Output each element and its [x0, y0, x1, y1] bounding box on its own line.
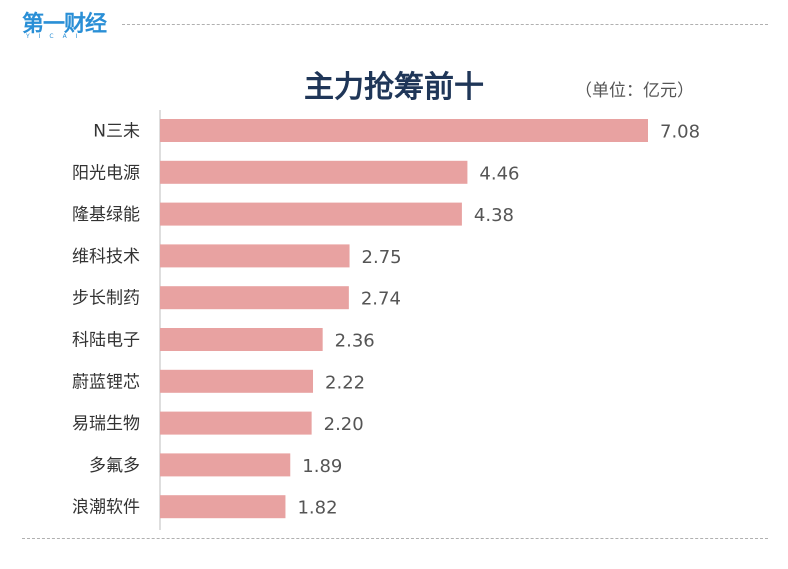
- value-label-2: 4.38: [474, 205, 514, 226]
- bar-1: [160, 160, 468, 184]
- value-label-4: 2.74: [361, 289, 401, 310]
- bottom-divider: [22, 538, 768, 539]
- bar-3: [160, 244, 350, 268]
- value-label-1: 4.46: [479, 163, 519, 184]
- category-label-2: 隆基绿能: [72, 205, 140, 225]
- bar-9: [160, 495, 286, 519]
- unit-label: （单位：亿元）: [575, 81, 694, 101]
- category-label-6: 蔚蓝锂芯: [72, 372, 140, 392]
- category-label-8: 多氟多: [89, 456, 140, 476]
- value-label-7: 2.20: [324, 414, 364, 435]
- top-divider: [122, 24, 768, 25]
- bar-8: [160, 453, 291, 477]
- category-label-1: 阳光电源: [72, 163, 140, 183]
- logo-text: 第一财经: [22, 12, 107, 37]
- value-label-5: 2.36: [335, 331, 375, 352]
- category-label-5: 科陆电子: [72, 331, 140, 351]
- category-label-3: 维科技术: [72, 247, 140, 267]
- bar-0: [160, 119, 648, 142]
- value-label-6: 2.22: [325, 372, 365, 393]
- category-label-9: 浪潮软件: [72, 498, 140, 518]
- value-label-0: 7.08: [660, 122, 700, 143]
- bar-5: [160, 328, 323, 351]
- category-label-0: N三未: [93, 122, 140, 142]
- bar-4: [160, 286, 349, 310]
- chart-title: 主力抢筹前十: [304, 70, 484, 105]
- bar-6: [160, 369, 314, 393]
- brand-logo: 第一财经 YICAI: [22, 6, 122, 46]
- category-label-7: 易瑞生物: [72, 414, 140, 434]
- bar-2: [160, 202, 462, 226]
- value-label-3: 2.75: [362, 247, 402, 268]
- value-label-8: 1.89: [302, 456, 342, 477]
- value-label-9: 1.82: [297, 498, 337, 519]
- logo-subtext: YICAI: [26, 33, 87, 40]
- bar-7: [160, 411, 312, 435]
- category-label-4: 步长制药: [72, 289, 140, 309]
